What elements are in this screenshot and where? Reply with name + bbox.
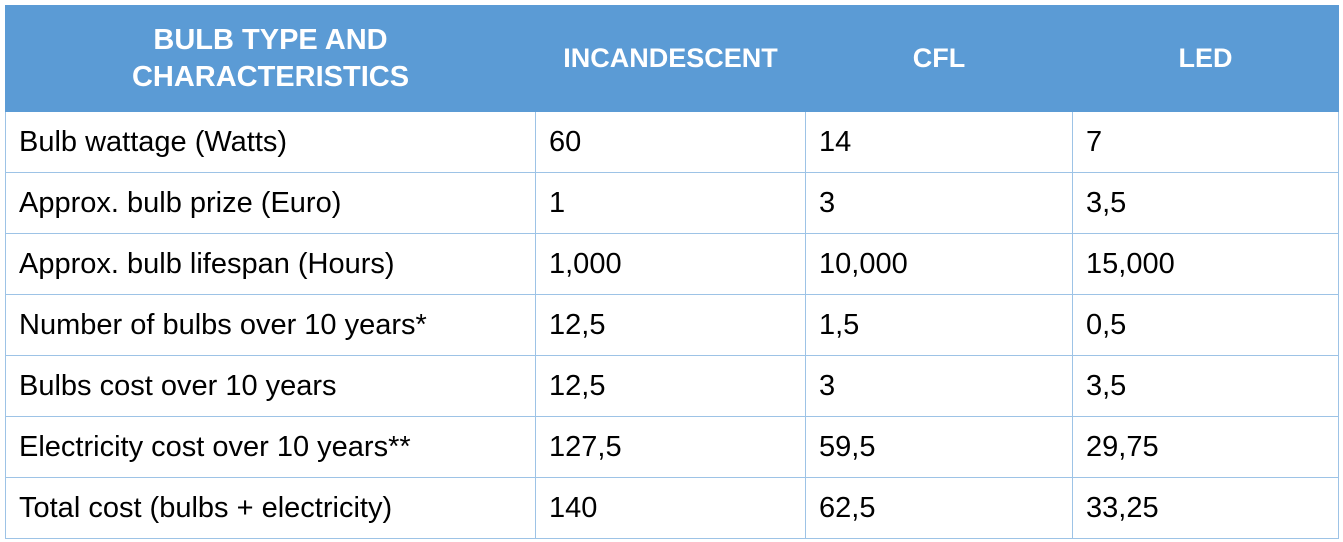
row-label: Approx. bulb lifespan (Hours): [5, 233, 536, 295]
bulb-table: BULB TYPE AND CHARACTERISTICS INCANDESCEN…: [5, 5, 1339, 539]
data-cell: 12,5: [535, 355, 806, 417]
data-cell: 14: [805, 111, 1073, 173]
data-cell: 3,5: [1072, 172, 1339, 234]
data-cell: 29,75: [1072, 416, 1339, 478]
table-row: Electricity cost over 10 years** 127,5 59,…: [5, 416, 1339, 478]
table-row: Bulb wattage (Watts) 60 14 7: [5, 111, 1339, 173]
data-cell: 0,5: [1072, 294, 1339, 356]
row-label: Bulb wattage (Watts): [5, 111, 536, 173]
data-cell: 1,5: [805, 294, 1073, 356]
data-cell: 140: [535, 477, 806, 539]
data-cell: 62,5: [805, 477, 1073, 539]
data-cell: 12,5: [535, 294, 806, 356]
header-cell: LED: [1072, 5, 1339, 112]
data-cell: 60: [535, 111, 806, 173]
row-label: Total cost (bulbs + electricity): [5, 477, 536, 539]
data-cell: 10,000: [805, 233, 1073, 295]
data-cell: 1: [535, 172, 806, 234]
header-cell: CFL: [805, 5, 1073, 112]
data-cell: 3,5: [1072, 355, 1339, 417]
table-row: Bulbs cost over 10 years 12,5 3 3,5: [5, 355, 1339, 417]
table-row: Approx. bulb lifespan (Hours) 1,000 10,000…: [5, 233, 1339, 295]
data-cell: 7: [1072, 111, 1339, 173]
table-row: Number of bulbs over 10 years* 12,5 1,5 0,5: [5, 294, 1339, 356]
row-label: Electricity cost over 10 years**: [5, 416, 536, 478]
row-label: Bulbs cost over 10 years: [5, 355, 536, 417]
data-cell: 33,25: [1072, 477, 1339, 539]
data-cell: 1,000: [535, 233, 806, 295]
row-label: Approx. bulb prize (Euro): [5, 172, 536, 234]
data-cell: 127,5: [535, 416, 806, 478]
data-cell: 3: [805, 355, 1073, 417]
data-cell: 59,5: [805, 416, 1073, 478]
row-label: Number of bulbs over 10 years*: [5, 294, 536, 356]
data-cell: 3: [805, 172, 1073, 234]
table-row: Approx. bulb prize (Euro) 1 3 3,5: [5, 172, 1339, 234]
header-row: BULB TYPE AND CHARACTERISTICS INCANDESCEN…: [5, 5, 1339, 112]
table-container: BULB TYPE AND CHARACTERISTICS INCANDESCEN…: [5, 5, 1339, 539]
header-cell: INCANDESCENT: [535, 5, 806, 112]
data-cell: 15,000: [1072, 233, 1339, 295]
header-cell: BULB TYPE AND CHARACTERISTICS: [5, 5, 536, 112]
table-row: Total cost (bulbs + electricity) 140 62,5 3…: [5, 477, 1339, 539]
